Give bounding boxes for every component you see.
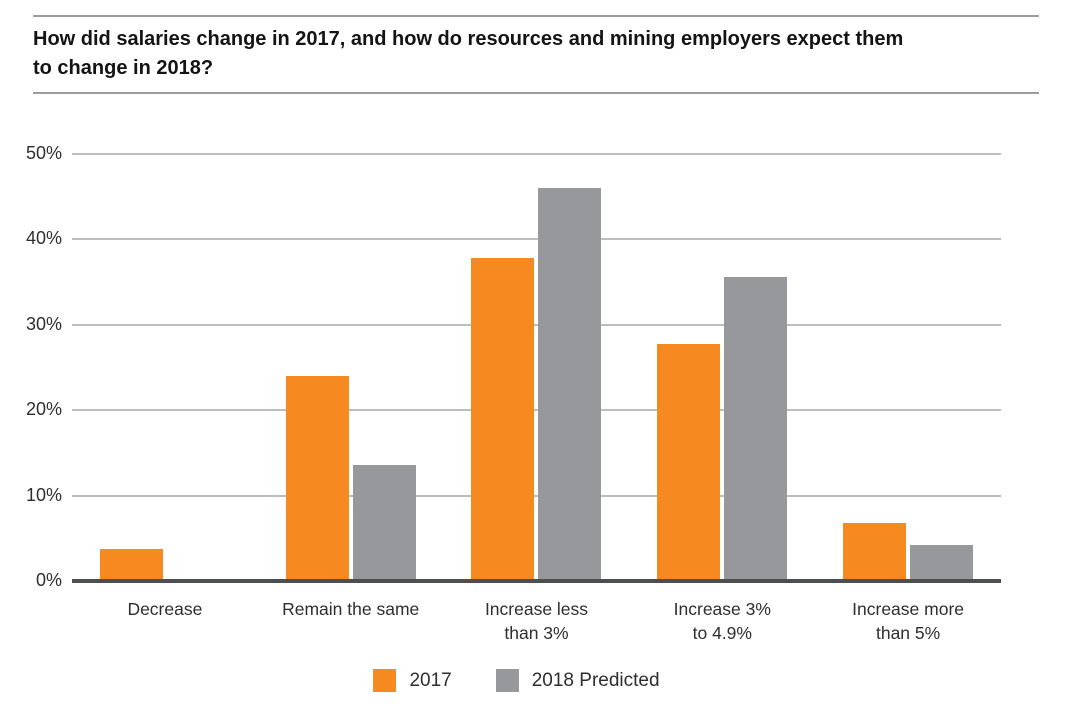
category-label-decrease: Decrease xyxy=(127,599,203,619)
bar-group-increase-3-to-4-9- xyxy=(629,154,815,581)
title-divider-rule xyxy=(33,92,1039,94)
legend-item-2017: 2017 xyxy=(373,669,452,692)
bar-2017-remain-the-same xyxy=(285,376,349,581)
top-rule xyxy=(33,15,1039,17)
bar-2018-predicted-increase-less-than-3- xyxy=(538,188,602,581)
y-tick-label-20: 20% xyxy=(25,399,62,420)
plot-area: 0% 10% 20% 30% 40% 50% xyxy=(0,143,1073,590)
bar-2017-increase-3-to-4-9- xyxy=(657,344,721,581)
bars-row xyxy=(72,154,1001,581)
gridline-30 xyxy=(72,323,1001,326)
legend-label-2017: 2017 xyxy=(409,669,452,691)
bar-2017-increase-more-than-5- xyxy=(843,522,907,581)
bar-2018-predicted-increase-more-than-5- xyxy=(910,545,974,581)
chart-question-title: How did salaries change in 2017, and how… xyxy=(33,28,904,79)
bar-group-increase-more-than-5- xyxy=(815,154,1001,581)
x-axis-line xyxy=(72,579,1001,583)
gridline-20 xyxy=(72,409,1001,412)
bar-group-remain-the-same xyxy=(258,154,444,581)
category-label-increase-more-than-5-: Increase more than 5% xyxy=(852,599,965,643)
y-tick-label-10: 10% xyxy=(25,484,62,505)
y-tick-label-50: 50% xyxy=(25,143,62,163)
bar-2017-increase-less-than-3- xyxy=(471,258,535,581)
bar-2018-predicted-increase-3-to-4-9- xyxy=(724,276,788,581)
gridline-50 xyxy=(72,153,1001,155)
bar-group-decrease xyxy=(72,154,258,581)
bar-group-increase-less-than-3- xyxy=(444,154,630,581)
legend: 2017 2018 Predicted xyxy=(0,669,1053,692)
legend-swatch-2017 xyxy=(373,669,397,692)
category-labels-row: Decrease Remain the same Increase less tha… xyxy=(72,597,1001,645)
gridline-10 xyxy=(72,494,1001,497)
y-tick-label-40: 40% xyxy=(25,228,62,249)
y-tick-label-30: 30% xyxy=(25,313,62,334)
bar-2017-decrease xyxy=(99,548,163,581)
category-label-remain-the-same: Remain the same xyxy=(282,599,420,619)
category-label-increase-3-to-4-9-: Increase 3% to 4.9% xyxy=(673,599,771,643)
category-label-increase-less-than-3-: Increase less than 3% xyxy=(484,599,589,643)
legend-label-2018-predicted: 2018 Predicted xyxy=(531,669,660,691)
gridline-40 xyxy=(72,238,1001,241)
y-tick-label-0: 0% xyxy=(35,570,62,590)
legend-item-2018-predicted: 2018 Predicted xyxy=(495,669,660,692)
legend-swatch-2018-predicted xyxy=(495,669,519,692)
bar-2018-predicted-remain-the-same xyxy=(352,464,416,581)
